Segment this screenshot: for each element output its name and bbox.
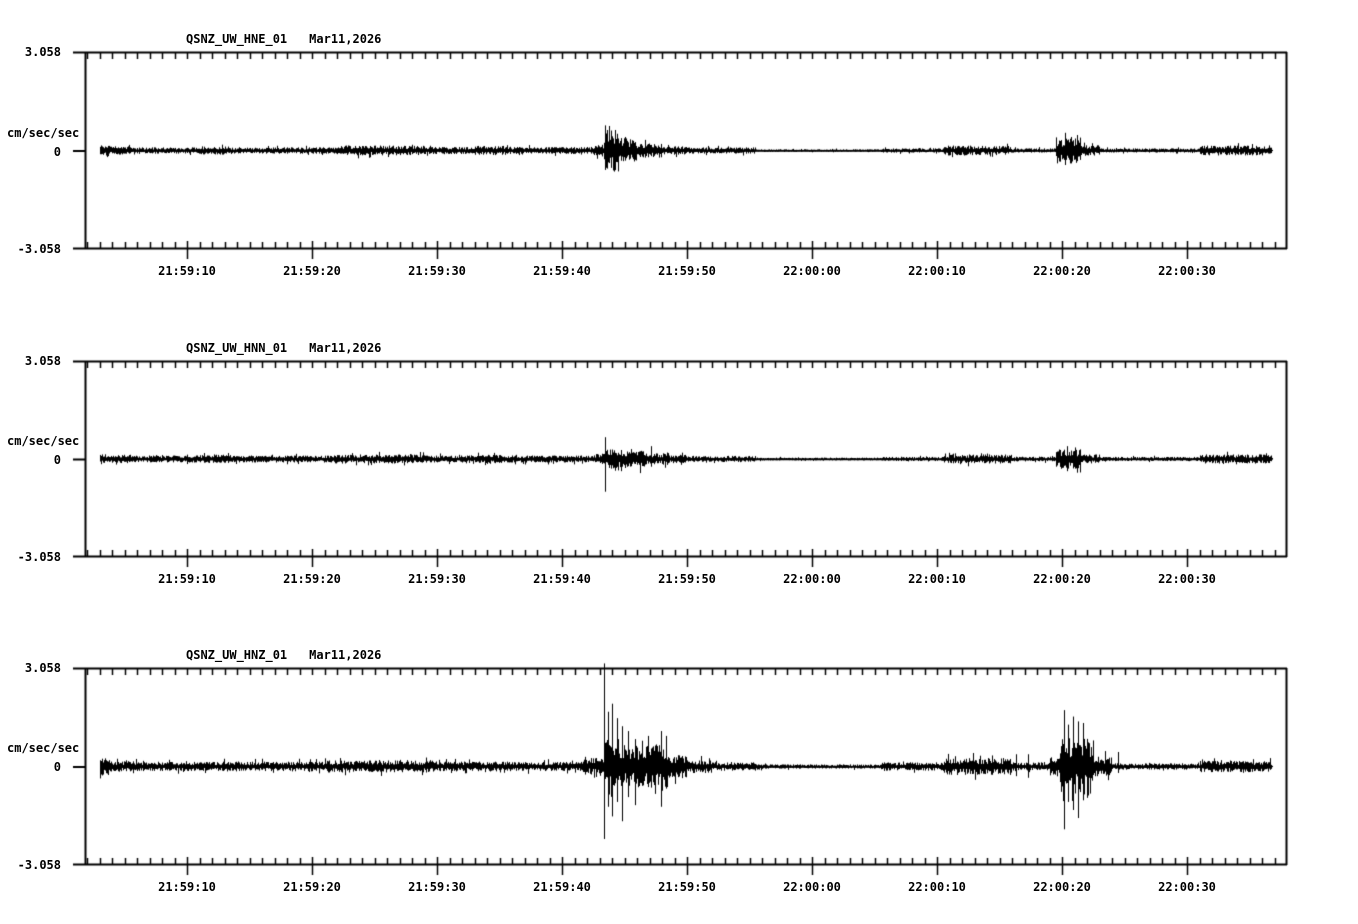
trace-title: QSNZ_UW_HNN_01 Mar11,2026 (186, 340, 381, 356)
y-max-label: 3.058 (24, 354, 61, 368)
y-zero-label: 0 (53, 453, 61, 467)
x-tick-label: 21:59:10 (158, 572, 216, 586)
x-tick-label: 21:59:40 (533, 264, 591, 278)
x-tick-label: 21:59:30 (408, 572, 466, 586)
trace-date: Mar11,2026 (309, 648, 382, 662)
station-id: QSNZ_UW_HNE_01 (186, 32, 288, 46)
x-tick-label: 22:00:00 (783, 880, 841, 894)
trace-title: QSNZ_UW_HNZ_01 Mar11,2026 (186, 647, 381, 663)
x-tick-label: 22:00:10 (908, 880, 966, 894)
x-tick-label: 22:00:20 (1033, 880, 1091, 894)
x-tick-label: 22:00:30 (1158, 880, 1216, 894)
y-min-label: -3.058 (17, 550, 61, 564)
x-tick-label: 22:00:20 (1033, 572, 1091, 586)
trace-date: Mar11,2026 (309, 32, 382, 46)
y-axis-units: cm/sec/sec (7, 741, 80, 755)
x-tick-label: 22:00:30 (1158, 264, 1216, 278)
trace-title: QSNZ_UW_HNE_01 Mar11,2026 (186, 31, 381, 47)
y-max-label: 3.058 (24, 45, 61, 59)
y-min-label: -3.058 (17, 858, 61, 872)
x-tick-label: 21:59:50 (658, 264, 716, 278)
x-tick-label: 21:59:10 (158, 880, 216, 894)
x-tick-label: 21:59:20 (283, 572, 341, 586)
y-min-label: -3.058 (17, 242, 61, 256)
y-axis-units: cm/sec/sec (7, 434, 80, 448)
x-tick-label: 21:59:30 (408, 264, 466, 278)
trace-date: Mar11,2026 (309, 341, 382, 355)
x-tick-label: 21:59:50 (658, 880, 716, 894)
x-tick-label: 21:59:50 (658, 572, 716, 586)
x-tick-label: 22:00:00 (783, 572, 841, 586)
station-id: QSNZ_UW_HNN_01 (186, 341, 288, 355)
x-tick-label: 21:59:40 (533, 572, 591, 586)
y-zero-label: 0 (53, 760, 61, 774)
x-tick-label: 21:59:40 (533, 880, 591, 894)
x-tick-label: 21:59:30 (408, 880, 466, 894)
x-tick-label: 22:00:10 (908, 572, 966, 586)
y-zero-label: 0 (53, 145, 61, 159)
x-tick-label: 22:00:30 (1158, 572, 1216, 586)
y-axis-units: cm/sec/sec (7, 126, 80, 140)
y-max-label: 3.058 (24, 661, 61, 675)
x-tick-label: 21:59:10 (158, 264, 216, 278)
x-tick-label: 21:59:20 (283, 880, 341, 894)
x-tick-label: 22:00:00 (783, 264, 841, 278)
station-id: QSNZ_UW_HNZ_01 (186, 648, 288, 662)
x-tick-label: 21:59:20 (283, 264, 341, 278)
x-tick-label: 22:00:20 (1033, 264, 1091, 278)
x-tick-label: 22:00:10 (908, 264, 966, 278)
